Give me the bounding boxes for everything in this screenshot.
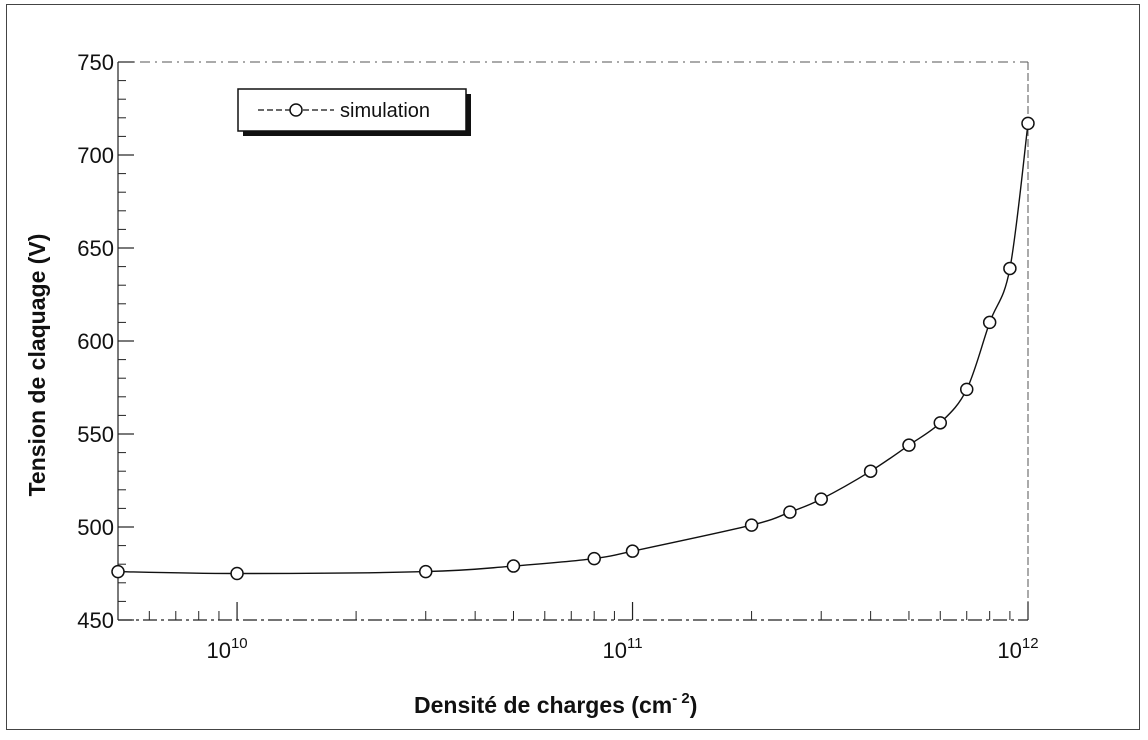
x-axis-title-close: )	[690, 692, 698, 718]
data-point	[959, 382, 974, 397]
data-point	[933, 416, 948, 430]
data-point	[1021, 116, 1035, 131]
x-axis-title: Densité de charges (cm- 2)	[414, 690, 697, 718]
y-tick-label: 450	[77, 608, 114, 633]
x-tick-label: 1012	[997, 635, 1038, 663]
x-axis-title-superscript: - 2	[672, 690, 690, 707]
data-point	[506, 559, 521, 573]
y-tick-label: 600	[77, 329, 114, 354]
legend-label-simulation: simulation	[340, 100, 430, 122]
figure-frame	[6, 4, 1140, 730]
data-point	[744, 518, 759, 532]
data-point	[863, 464, 878, 478]
data-point	[587, 551, 601, 566]
y-tick-label: 500	[77, 515, 114, 540]
x-axis: 1010 1011 1012	[117, 602, 1039, 663]
data-point	[625, 544, 640, 558]
x-tick-label: 1010	[206, 635, 247, 663]
y-tick-label: 750	[77, 50, 114, 75]
data-point	[230, 566, 244, 581]
y-tick-label: 650	[77, 236, 114, 261]
data-point	[783, 505, 797, 519]
x-tick-label: 1011	[602, 635, 642, 663]
data-point	[814, 492, 828, 506]
legend-marker-sample	[289, 103, 303, 117]
series-layer	[111, 116, 1035, 581]
y-axis: 450 500 550 600 650 700 750	[77, 50, 134, 633]
legend: simulation	[237, 88, 471, 136]
y-tick-label: 550	[77, 422, 114, 447]
data-point	[111, 564, 125, 579]
y-tick-label: 700	[77, 143, 114, 168]
y-axis-title: Tension de claquage (V)	[24, 234, 50, 497]
data-point	[982, 315, 997, 330]
data-point	[1003, 261, 1017, 276]
data-point	[902, 438, 916, 452]
data-point	[418, 564, 433, 579]
x-axis-title-main: Densité de charges (cm	[414, 692, 672, 718]
